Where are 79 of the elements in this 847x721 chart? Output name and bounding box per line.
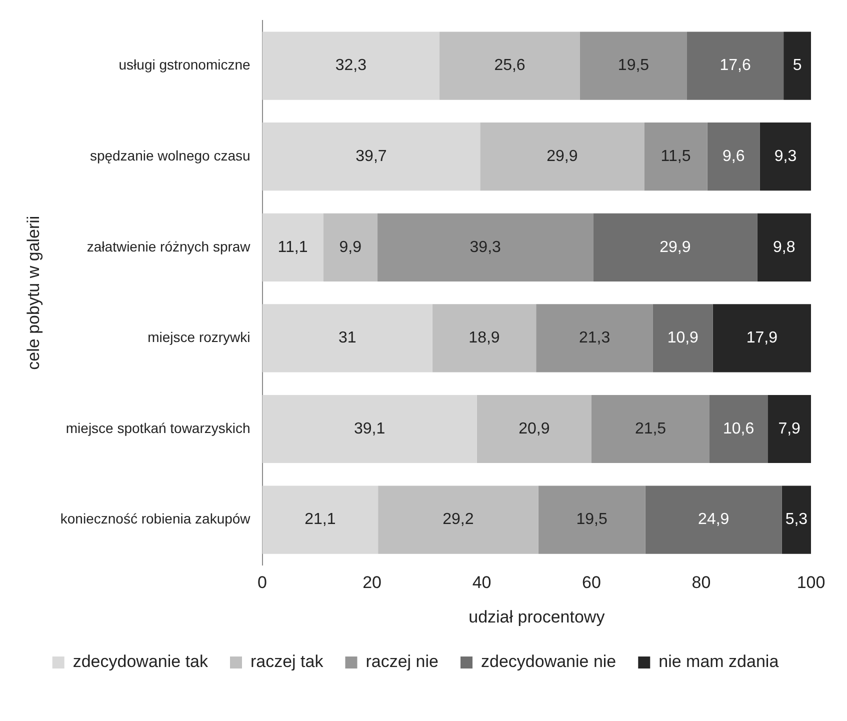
bar (768, 394, 811, 464)
legend-label: raczej tak (250, 652, 324, 672)
x-tick-label: 0 (258, 573, 268, 592)
bar (709, 394, 768, 464)
bar (782, 486, 811, 554)
data-label: 9,8 (772, 238, 796, 256)
data-label: 32,3 (335, 57, 367, 74)
data-label: 25,6 (494, 57, 526, 74)
bar (652, 304, 713, 372)
y-tick-label: miejsce spotkań towarzyskich (66, 420, 250, 436)
x-tick-label: 40 (472, 573, 492, 592)
data-label: 9,6 (722, 148, 745, 166)
bar (262, 213, 324, 282)
bar (378, 213, 594, 282)
bar (593, 213, 758, 282)
legend-label: zdecydowanie tak (72, 652, 208, 672)
data-label: 29,9 (660, 238, 691, 256)
bar (538, 486, 646, 554)
data-label: 10,9 (667, 330, 699, 347)
bar (262, 394, 477, 464)
bar (784, 32, 811, 100)
bar (262, 32, 440, 100)
data-label: 29,2 (442, 511, 474, 528)
data-label: 39,3 (470, 238, 502, 256)
x-tick-label: 80 (692, 573, 711, 592)
data-label: 5,3 (785, 511, 808, 528)
data-label: 17,6 (720, 57, 751, 74)
bar (712, 304, 811, 372)
x-tick-label: 100 (796, 573, 826, 592)
y-tick-label: konieczność robienia zakupów (60, 510, 252, 527)
data-label: 21,5 (634, 420, 666, 438)
x-tick-label: 60 (582, 573, 601, 592)
data-label: 21,1 (304, 511, 336, 528)
bar (378, 486, 538, 554)
data-label: 39,1 (354, 420, 386, 438)
data-label: 20,9 (518, 420, 550, 438)
bar (757, 213, 811, 282)
y-tick-label: miejsce rozrywki (148, 329, 250, 346)
bar (262, 304, 432, 372)
bar (644, 122, 708, 191)
legend-label: nie mam zdania (658, 652, 780, 672)
data-label: 10,6 (723, 420, 754, 438)
x-axis-title: udział procentowy (468, 607, 606, 626)
data-label: 18,9 (468, 330, 500, 347)
bar (686, 32, 784, 100)
bar (262, 122, 480, 191)
legend-label: zdecydowanie nie (480, 652, 616, 672)
bar (432, 304, 536, 372)
bar (592, 394, 710, 464)
data-label: 24,9 (698, 511, 730, 528)
bar (262, 486, 378, 554)
data-label: 29,9 (546, 148, 578, 166)
data-label: 39,7 (356, 148, 387, 166)
legend-label: raczej nie (366, 652, 439, 672)
data-label: 5 (792, 57, 802, 74)
bar (476, 394, 592, 464)
data-label: 31 (338, 330, 356, 347)
y-tick-label: spędzanie wolnego czasu (90, 147, 250, 164)
bar (760, 122, 811, 191)
data-label: 21,3 (578, 330, 610, 347)
data-label: 7,9 (778, 420, 801, 438)
data-label: 9,9 (339, 238, 362, 256)
x-tick-label: 20 (362, 573, 382, 592)
data-label: 19,5 (576, 511, 608, 528)
y-tick-label: załatwienie różnych spraw (86, 238, 252, 254)
bar (480, 122, 644, 191)
bar (707, 122, 760, 191)
bar (645, 486, 782, 554)
bar (440, 32, 580, 100)
y-tick-label: usługi gstronomiczne (118, 56, 250, 73)
data-label: 11,1 (278, 238, 308, 256)
data-label: 11,5 (660, 148, 691, 166)
data-label: 19,5 (618, 57, 650, 74)
data-label: 17,9 (746, 330, 778, 347)
data-label: 9,3 (774, 148, 797, 166)
y-axis-title: cele pobytu w galerii (24, 216, 43, 370)
bar (323, 213, 378, 282)
bar (536, 304, 653, 372)
bar (580, 32, 687, 100)
